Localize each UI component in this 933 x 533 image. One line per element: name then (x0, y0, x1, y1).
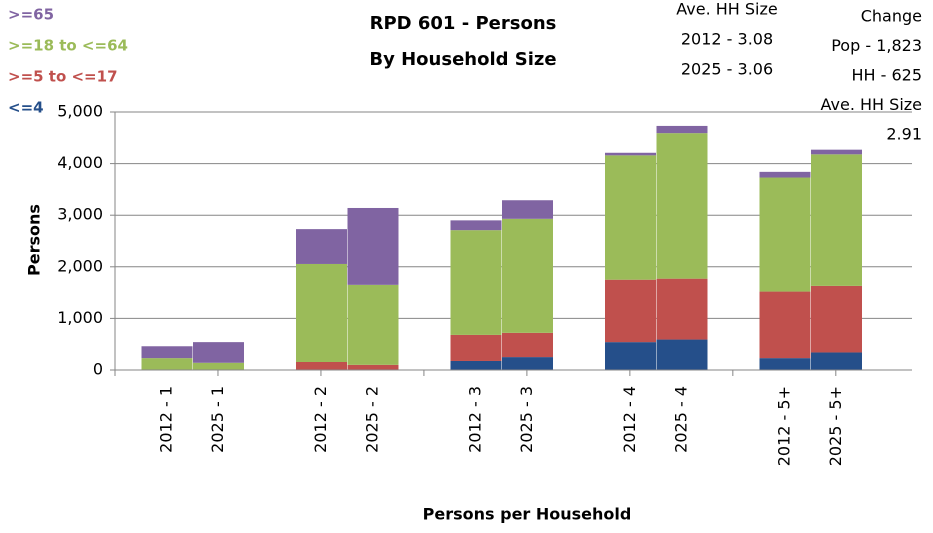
y-axis-title: Persons (25, 204, 44, 276)
bar-segment (759, 171, 811, 178)
bar-segment (193, 342, 244, 363)
bar-segment (450, 334, 502, 361)
bar-segment (656, 125, 708, 134)
annotation: Pop - 1,823 (831, 36, 922, 55)
bar-segment (296, 362, 347, 370)
bar-segment (347, 207, 399, 285)
bar-segment (811, 149, 862, 155)
bar-segment (759, 291, 811, 359)
annotation: 2.91 (886, 125, 922, 144)
annotation: HH - 625 (851, 66, 922, 85)
x-tick-label: 2012 - 5+ (775, 386, 794, 466)
bar-segment (811, 154, 862, 286)
bar-segment (347, 364, 399, 370)
x-tick-label: 2025 - 2 (363, 386, 382, 453)
bar-segment (296, 229, 347, 264)
bar-segment (759, 177, 811, 292)
chart-subtitle: By Household Size (369, 49, 556, 70)
legend-label: <=4 (8, 99, 44, 117)
bar-segment (450, 220, 502, 231)
bar-segment (605, 152, 656, 156)
x-tick-label: 2025 - 4 (672, 386, 691, 453)
bar-segment (502, 332, 553, 358)
annotation: Change (861, 7, 922, 26)
bar-segment (811, 352, 862, 370)
bar-segment (502, 218, 553, 333)
annotation: 2025 - 3.06 (681, 60, 773, 79)
bar-segment (450, 230, 502, 335)
y-tick-label: 4,000 (57, 153, 103, 172)
x-tick-label: 2025 - 5+ (826, 386, 845, 466)
bar-segment (450, 360, 502, 370)
x-tick-label: 2025 - 1 (208, 386, 227, 453)
bar-segment (296, 263, 347, 363)
bar-segment (347, 284, 399, 365)
bar-segment (141, 358, 193, 370)
bar-segment (656, 339, 708, 370)
legend-label: >=5 to <=17 (8, 68, 118, 86)
y-tick-label: 5,000 (57, 102, 103, 121)
legend-label: >=18 to <=64 (8, 37, 128, 55)
annotation: Ave. HH Size (821, 95, 922, 114)
bar-segment (811, 285, 862, 353)
bar-segment (193, 362, 244, 370)
y-tick-label: 1,000 (57, 308, 103, 327)
y-tick-label: 3,000 (57, 205, 103, 224)
bar-segment (605, 342, 656, 370)
x-axis-title: Persons per Household (423, 505, 632, 524)
bar-segment (502, 200, 553, 219)
bar-segment (605, 155, 656, 280)
y-tick-label: 2,000 (57, 256, 103, 275)
bar-segment (759, 358, 811, 370)
bar-segment (656, 133, 708, 279)
x-tick-label: 2025 - 3 (517, 386, 536, 453)
bar-segment (656, 278, 708, 340)
x-tick-label: 2012 - 4 (620, 386, 639, 453)
y-tick-label: 0 (93, 360, 103, 379)
annotation: Ave. HH Size (676, 0, 777, 19)
bar-segment (141, 346, 193, 359)
x-tick-label: 2012 - 1 (157, 386, 176, 453)
x-tick-label: 2012 - 3 (466, 386, 485, 453)
x-tick-label: 2012 - 2 (311, 386, 330, 453)
annotation: 2012 - 3.08 (681, 30, 773, 49)
bar-segment (605, 279, 656, 343)
bar-segment (502, 357, 553, 370)
legend-label: >=65 (8, 6, 54, 24)
chart-title: RPD 601 - Persons (370, 13, 557, 34)
